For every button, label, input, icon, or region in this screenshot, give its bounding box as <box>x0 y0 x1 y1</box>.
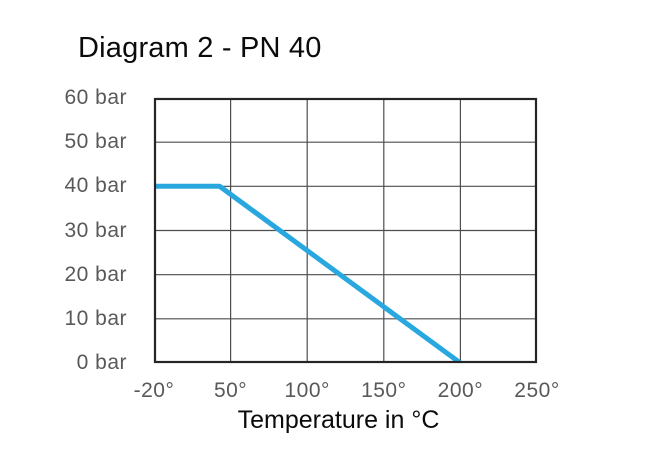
y-tick-label: 0 bar <box>76 351 127 374</box>
plot-area <box>153 97 538 364</box>
x-tick-label: 250° <box>514 379 560 402</box>
y-tick-label: 40 bar <box>64 174 127 198</box>
x-axis-title: Temperature in °C <box>237 406 440 434</box>
y-tick-label: 10 bar <box>64 306 127 330</box>
x-tick-label: 50° <box>213 379 248 402</box>
x-tick-label: 150° <box>361 379 407 402</box>
x-tick-label: 100° <box>284 379 330 402</box>
y-tick-label: 20 bar <box>64 262 127 286</box>
plot-border <box>153 97 538 364</box>
pressure-temperature-line <box>154 183 462 363</box>
y-tick-label: 30 bar <box>64 218 127 242</box>
y-tick-label: 50 bar <box>64 130 127 154</box>
chart-title: Diagram 2 - PN 40 <box>78 32 322 64</box>
y-tick-label: 60 bar <box>64 86 127 109</box>
x-tick-label: -20° <box>133 379 175 402</box>
x-tick-label: 200° <box>437 379 484 402</box>
